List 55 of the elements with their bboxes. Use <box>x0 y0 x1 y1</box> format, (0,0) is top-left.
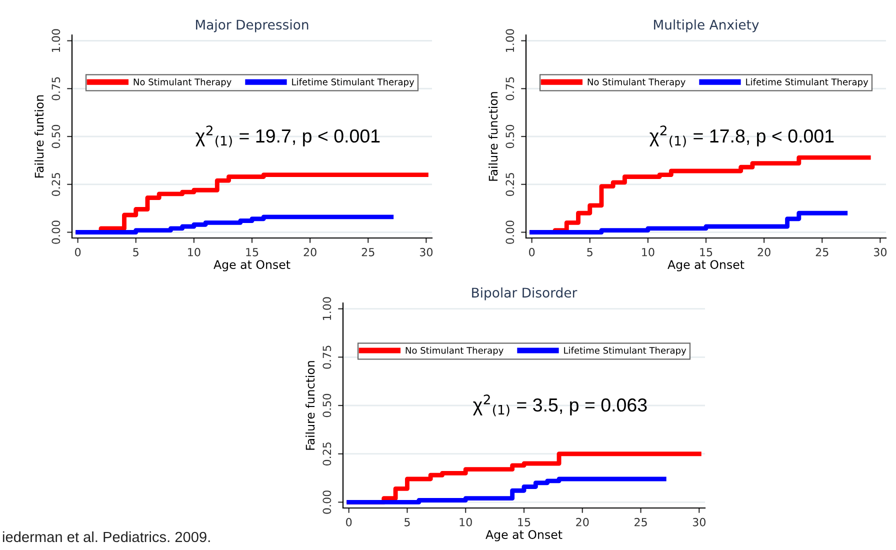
y-tick-label: 0.00 <box>322 490 332 514</box>
y-tick-label: 1.00 <box>322 297 332 320</box>
y-tick-label: 0.25 <box>52 172 60 196</box>
x-tick-label: 15 <box>700 248 712 256</box>
x-tick-label: 0 <box>75 248 81 256</box>
x-tick-label: 5 <box>404 518 410 526</box>
chart-title: Multiple Anxiety <box>654 19 759 32</box>
chart-title: Bipolar Disorder <box>472 287 578 300</box>
y-tick-label: 0.50 <box>322 394 332 418</box>
x-tick-label: 10 <box>188 248 200 256</box>
x-tick-label: 30 <box>692 518 706 526</box>
y-tick-label: 0.75 <box>52 77 60 100</box>
legend-label: Lifetime Stimulant Therapy <box>292 78 414 88</box>
y-axis-title: Failure funtion <box>34 95 44 178</box>
legend-label: Lifetime Stimulant Therapy <box>746 78 868 88</box>
y-tick-label: 0.75 <box>322 346 332 369</box>
x-tick-label: 20 <box>304 248 316 256</box>
x-tick-label: 20 <box>758 248 770 256</box>
x-tick-label: 0 <box>346 518 352 526</box>
x-tick-label: 25 <box>634 518 647 526</box>
y-tick-label: 0.25 <box>506 172 514 196</box>
x-tick-label: 10 <box>642 248 654 256</box>
annotation: χ$^{2}$$_{(1)}$ = 17.8, p < 0.001 <box>650 126 834 148</box>
x-axis-title: Age at Onset <box>214 260 290 272</box>
y-tick-label: 0.00 <box>52 220 60 244</box>
x-tick-label: 25 <box>816 248 828 256</box>
x-axis-title: Age at Onset <box>668 260 744 272</box>
legend-label: No Stimulant Therapy <box>406 346 504 356</box>
annotation: χ$^{2}$$_{(1)}$ = 3.5, p = 0.063 <box>473 394 647 416</box>
y-tick-label: 0.50 <box>506 124 514 148</box>
y-tick-label: 0.00 <box>506 220 514 244</box>
x-tick-label: 0 <box>529 248 535 256</box>
y-axis-title: Failure function <box>306 361 315 450</box>
x-tick-label: 15 <box>518 518 530 526</box>
y-tick-label: 0.50 <box>52 124 60 148</box>
x-tick-label: 25 <box>362 248 374 256</box>
annotation: χ$^{2}$$_{(1)}$ = 19.7, p < 0.001 <box>196 126 380 148</box>
y-tick-label: 0.25 <box>322 442 332 466</box>
x-tick-label: 15 <box>246 248 258 256</box>
text: iederman et al. Pediatrics. 2009. <box>2 531 210 542</box>
x-tick-label: 10 <box>460 518 472 526</box>
x-tick-label: 20 <box>576 518 589 526</box>
x-tick-label: 5 <box>133 248 138 256</box>
legend-label: No Stimulant Therapy <box>134 78 232 88</box>
x-axis-title: Age at Onset <box>486 530 562 542</box>
y-tick-label: 0.75 <box>506 77 514 100</box>
x-tick-label: 5 <box>587 248 592 256</box>
legend-label: Lifetime Stimulant Therapy <box>564 346 686 356</box>
chart-title: Major Depression <box>196 19 308 32</box>
y-axis-title: Failure function <box>488 92 498 181</box>
y-tick-label: 1.00 <box>52 29 60 52</box>
x-tick-label: 30 <box>420 248 433 256</box>
legend-label: No Stimulant Therapy <box>588 78 686 88</box>
x-tick-label: 30 <box>874 248 887 256</box>
y-tick-label: 1.00 <box>506 29 514 52</box>
